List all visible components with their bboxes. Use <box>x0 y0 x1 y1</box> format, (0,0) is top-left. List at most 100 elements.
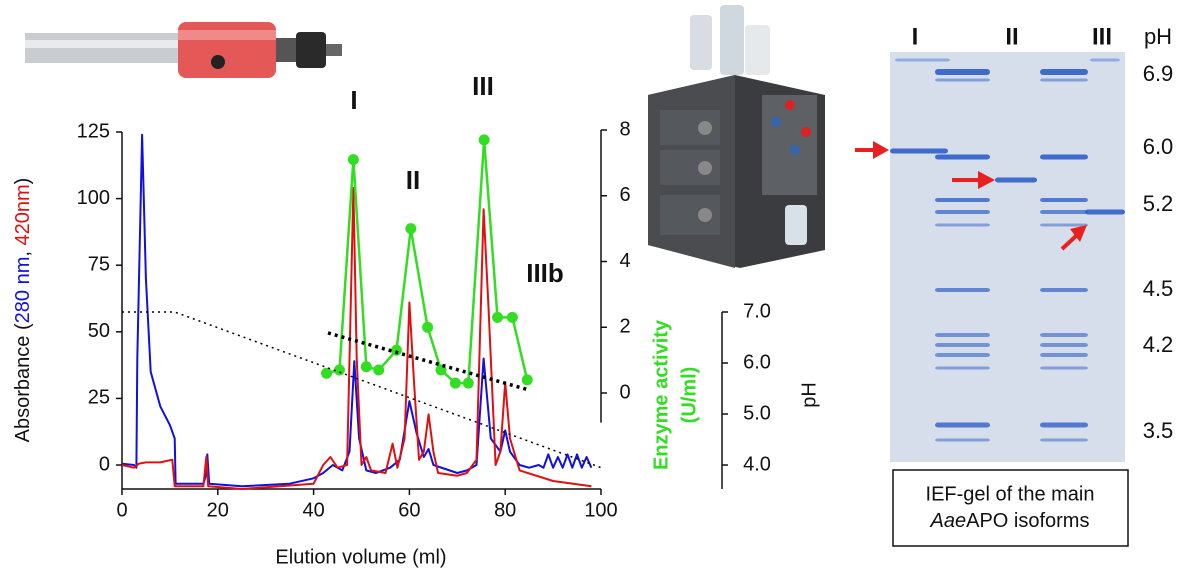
ph-header: pH <box>1144 24 1172 49</box>
y-label-part: Absorbance ( <box>12 323 34 442</box>
y-label-part: ) <box>12 178 34 185</box>
activity-marker <box>333 364 345 376</box>
y3-axis-label: pH <box>798 382 820 408</box>
caption-rest: APO isoforms <box>966 510 1089 532</box>
gel-band <box>935 366 990 370</box>
peak-label: I <box>350 85 357 115</box>
gel-band <box>1040 438 1088 442</box>
gel-band <box>935 422 990 428</box>
y2-tick-label: 8 <box>619 118 630 140</box>
ph-label: 6.0 <box>1143 134 1174 159</box>
caption-line: AaeAPO isoforms <box>930 510 1090 532</box>
x-tick-label: 60 <box>398 499 420 521</box>
gel-band <box>1040 69 1088 75</box>
column-photo <box>25 22 342 78</box>
instrument-photo <box>648 5 825 268</box>
caption-box <box>892 469 1129 547</box>
gel-band <box>895 58 950 62</box>
lane-label: II <box>1005 23 1018 50</box>
gel-band <box>995 177 1037 183</box>
gel-band <box>1040 366 1088 370</box>
series-line <box>121 186 592 490</box>
activity-marker <box>521 374 533 386</box>
y-label-part: , <box>12 246 34 257</box>
activity-marker <box>405 223 417 235</box>
gel-band <box>935 223 990 227</box>
activity-marker <box>390 344 402 356</box>
gel-band <box>1040 422 1088 428</box>
x-tick-label: 100 <box>584 499 617 521</box>
x-axis-label: Elution volume (ml) <box>275 546 446 568</box>
activity-marker <box>321 367 333 379</box>
ph-label: 4.5 <box>1143 276 1174 301</box>
gel-band <box>1040 154 1088 160</box>
gel-bands <box>890 58 1125 442</box>
gel-band <box>935 198 990 202</box>
y3-tick-label: 5.0 <box>743 402 771 424</box>
gel-band <box>935 154 990 160</box>
y-tick-label: 75 <box>88 253 110 275</box>
activity-marker <box>422 321 434 333</box>
gel-image <box>890 52 1125 462</box>
series-line <box>122 311 602 469</box>
peak-label: III <box>472 71 494 101</box>
gel-band <box>1040 78 1088 82</box>
y2-tick-label: 0 <box>619 381 630 403</box>
gel-band <box>1040 288 1088 292</box>
x-tick-label: 20 <box>207 499 229 521</box>
gel-band <box>1040 353 1088 357</box>
y-tick-label: 50 <box>88 320 110 342</box>
gel-band <box>935 78 990 82</box>
activity-marker <box>373 364 385 376</box>
lane-label: III <box>1092 23 1112 50</box>
gel-band <box>1040 210 1088 214</box>
peak-label: IIIb <box>526 258 564 288</box>
ph-label: 6.9 <box>1143 61 1174 86</box>
lane-label: I <box>912 23 919 50</box>
gel-band <box>1040 223 1088 227</box>
y-tick-label: 100 <box>77 187 110 209</box>
gel-band <box>935 438 990 442</box>
gel-band <box>1040 198 1088 202</box>
activity-marker <box>492 311 504 323</box>
y2-axis-label: (U/ml) <box>678 367 700 424</box>
x-tick-label: 0 <box>116 499 127 521</box>
y3-tick-label: 4.0 <box>743 453 771 475</box>
gel-band <box>890 148 948 154</box>
gel-arrows <box>855 141 1087 251</box>
y3-tick-label: 7.0 <box>743 300 771 322</box>
x-tick-label: 40 <box>302 499 324 521</box>
gel-band <box>935 353 990 357</box>
gel-band <box>1085 209 1125 215</box>
gel-band <box>1040 333 1088 337</box>
y2-tick-label: 6 <box>619 184 630 206</box>
ph-label: 5.2 <box>1143 191 1174 216</box>
peak-label: II <box>406 165 420 195</box>
y-tick-label: 25 <box>88 387 110 409</box>
y-tick-label: 0 <box>99 453 110 475</box>
gel-band <box>935 333 990 337</box>
ph-label: 4.2 <box>1143 332 1174 357</box>
y3-tick-label: 6.0 <box>743 351 771 373</box>
activity-marker <box>347 154 359 166</box>
x-tick-label: 80 <box>494 499 516 521</box>
y2-axis-label: Enzyme activity <box>650 319 672 470</box>
y2-tick-label: 4 <box>619 250 630 272</box>
caption-line: IEF-gel of the main <box>926 483 1095 505</box>
activity-marker <box>449 377 461 389</box>
gel-band <box>1040 343 1088 347</box>
caption-italic: Aae <box>930 510 967 532</box>
gel-band <box>935 210 990 214</box>
gel-band <box>935 343 990 347</box>
y-axis-label: Absorbance (280 nm, 420nm) <box>12 178 34 443</box>
ph-label: 3.5 <box>1143 418 1174 443</box>
y-tick-label: 125 <box>77 120 110 142</box>
gel-band <box>1090 58 1120 62</box>
gel-band <box>935 69 990 75</box>
gel-band <box>935 288 990 292</box>
y-label-part: 420nm <box>12 184 34 245</box>
activity-marker <box>360 361 372 373</box>
y-label-part: 280 nm <box>12 257 34 324</box>
